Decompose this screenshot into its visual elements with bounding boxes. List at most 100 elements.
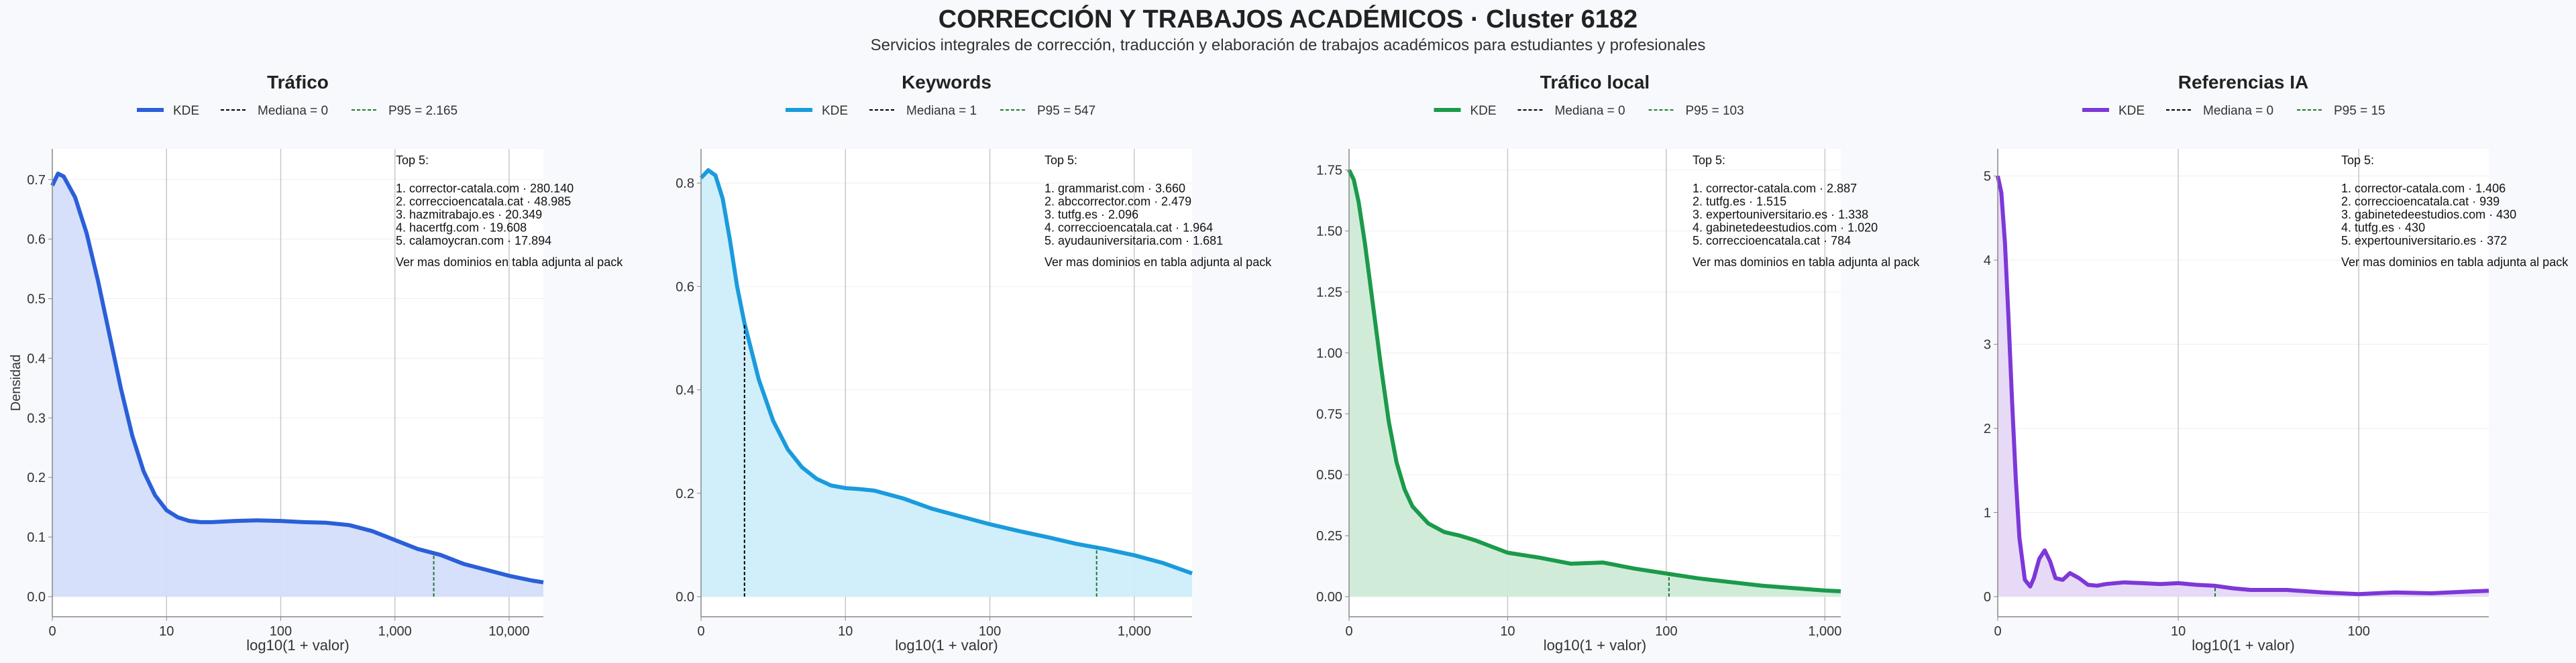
y-tick-label: 1 <box>1984 506 1991 521</box>
x-tick-label: 1,000 <box>1118 624 1151 639</box>
kde-line <box>699 168 1193 576</box>
top5-annotation: Top 5: 1. corrector-catala.com · 2.8872. … <box>1693 154 1920 269</box>
y-tick-label: 0.2 <box>27 471 46 485</box>
kde-area <box>52 173 543 597</box>
kde-line <box>50 171 544 585</box>
annotation-item: 5. calamoycran.com · 17.894 <box>396 234 551 247</box>
plot-area <box>1998 149 2489 617</box>
annotation-item: 1. corrector-catala.com · 1.406 <box>2341 182 2506 195</box>
y-tick-label: 0.3 <box>27 411 46 426</box>
legend-p95-label: P95 = 547 <box>1037 104 1095 118</box>
annotation-footer: Ver mas dominios en tabla adjunta al pac… <box>1044 255 1272 269</box>
y-axis-label: Densidad <box>9 355 23 412</box>
y-tick-label: 1.00 <box>1316 346 1342 361</box>
y-tick-label: 0.6 <box>27 233 46 247</box>
annotation-item: 4. hacertfg.com · 19.608 <box>396 221 527 235</box>
y-tick-label: 0.8 <box>676 176 694 191</box>
y-tick-label: 0.6 <box>676 280 694 294</box>
y-tick-label: 0.1 <box>27 530 46 545</box>
annotation-item: 3. hazmitrabajo.es · 20.349 <box>396 208 542 221</box>
legend-p95-label: P95 = 2.165 <box>388 104 458 118</box>
x-tick-label: 10 <box>1500 624 1515 639</box>
chart-panel-1: Tráfico KDE Mediana = 0 P95 = 2.165 0.0 0.1 0.… <box>27 72 623 654</box>
legend: KDE Mediana = 0 P95 = 2.165 <box>137 104 458 118</box>
x-tick-label: 10 <box>159 624 174 639</box>
annotation-item: 4. gabinetedeestudios.com · 1.020 <box>1693 221 1878 235</box>
y-tick-label: 3 <box>1984 338 1991 353</box>
chart-title: Tráfico <box>267 72 329 93</box>
legend-p95-label: P95 = 15 <box>2334 104 2385 118</box>
annotation-header: Top 5: <box>1044 154 1077 167</box>
legend-kde-label: KDE <box>1470 104 1497 118</box>
y-tick-label: 1.50 <box>1316 225 1342 239</box>
annotation-item: 5. ayudauniversitaria.com · 1.681 <box>1044 234 1223 247</box>
x-tick-label: 10,000 <box>488 624 529 639</box>
annotation-item: 1. corrector-catala.com · 2.887 <box>1693 182 1857 195</box>
x-axis-label: log10(1 + valor) <box>246 637 349 654</box>
chart-title: Tráfico local <box>1540 72 1650 93</box>
y-tick-label: 1.25 <box>1316 285 1342 300</box>
y-tick-label: 0.5 <box>27 292 46 307</box>
annotation-item: 2. tutfg.es · 1.515 <box>1693 195 1786 208</box>
x-tick-label: 0 <box>697 624 704 639</box>
annotation-header: Top 5: <box>2341 154 2374 167</box>
annotation-item: 3. tutfg.es · 2.096 <box>1044 208 1138 221</box>
legend-p95-label: P95 = 103 <box>1686 104 1744 118</box>
chart-title: Referencias IA <box>2178 72 2309 93</box>
x-tick-label: 10 <box>2171 624 2186 639</box>
kde-line <box>1996 175 2489 597</box>
top5-annotation: Top 5: 1. corrector-catala.com · 280.1402… <box>396 154 623 269</box>
legend: KDE Mediana = 0 P95 = 15 <box>2082 104 2385 118</box>
y-tick-label: 0.0 <box>676 590 694 605</box>
y-tick-label: 4 <box>1984 253 1991 268</box>
kde-area <box>701 170 1192 597</box>
y-tick-label: 0.4 <box>676 383 694 398</box>
annotation-item: 2. abccorrector.com · 2.479 <box>1044 195 1191 208</box>
annotation-item: 4. tutfg.es · 430 <box>2341 221 2425 235</box>
annotation-item: 2. correccioencatala.cat · 48.985 <box>396 195 571 208</box>
x-tick-label: 0 <box>1345 624 1352 639</box>
chart-panel-3: Tráfico local KDE Mediana = 0 P95 = 103 0.00… <box>1316 72 1920 654</box>
legend-kde-label: KDE <box>822 104 848 118</box>
annotation-footer: Ver mas dominios en tabla adjunta al pac… <box>2341 255 2569 269</box>
y-tick-label: 0.2 <box>676 487 694 501</box>
annotation-header: Top 5: <box>1693 154 1725 167</box>
y-tick-label: 0.00 <box>1316 590 1342 605</box>
annotation-header: Top 5: <box>396 154 429 167</box>
top5-annotation: Top 5: 1. corrector-catala.com · 1.4062. … <box>2341 154 2569 269</box>
page-subtitle: Servicios integrales de corrección, trad… <box>870 36 1706 54</box>
annotation-footer: Ver mas dominios en tabla adjunta al pac… <box>1693 255 1920 269</box>
y-tick-label: 1.75 <box>1316 164 1342 178</box>
y-tick-label: 0.4 <box>27 351 46 366</box>
x-axis-label: log10(1 + valor) <box>2192 637 2294 654</box>
legend: KDE Mediana = 0 P95 = 103 <box>1434 104 1744 118</box>
x-tick-label: 1,000 <box>1808 624 1841 639</box>
legend-median-label: Mediana = 0 <box>1555 104 1625 118</box>
x-tick-label: 1,000 <box>378 624 412 639</box>
annotation-item: 4. correccioencatala.cat · 1.964 <box>1044 221 1213 235</box>
x-tick-label: 100 <box>270 624 292 639</box>
y-tick-label: 0 <box>1984 590 1991 605</box>
annotation-item: 3. gabinetedeestudios.com · 430 <box>2341 208 2516 221</box>
chart-panel-2: Keywords KDE Mediana = 1 P95 = 547 0.0 0.2 0.4… <box>676 72 1272 654</box>
legend-median-label: Mediana = 0 <box>258 104 328 118</box>
chart-panel-4: Referencias IA KDE Mediana = 0 P95 = 15 0 1 2 3… <box>1984 72 2569 654</box>
x-tick-label: 0 <box>48 624 56 639</box>
annotation-footer: Ver mas dominios en tabla adjunta al pac… <box>396 255 623 269</box>
page-title: CORRECCIÓN Y TRABAJOS ACADÉMICOS · Clust… <box>938 5 1638 34</box>
x-tick-label: 100 <box>979 624 1001 639</box>
legend: KDE Mediana = 1 P95 = 547 <box>786 104 1095 118</box>
y-tick-label: 0.7 <box>27 173 46 188</box>
x-tick-label: 100 <box>1655 624 1677 639</box>
annotation-item: 2. correccioencatala.cat · 939 <box>2341 195 2500 208</box>
x-tick-label: 100 <box>2348 624 2370 639</box>
annotation-item: 5. expertouniversitario.es · 372 <box>2341 234 2507 247</box>
legend-median-label: Mediana = 0 <box>2203 104 2273 118</box>
x-tick-label: 0 <box>1994 624 2001 639</box>
y-tick-label: 5 <box>1984 170 1991 184</box>
y-tick-label: 2 <box>1984 422 1991 436</box>
y-tick-label: 0.75 <box>1316 407 1342 422</box>
kde-area <box>1349 170 1841 597</box>
